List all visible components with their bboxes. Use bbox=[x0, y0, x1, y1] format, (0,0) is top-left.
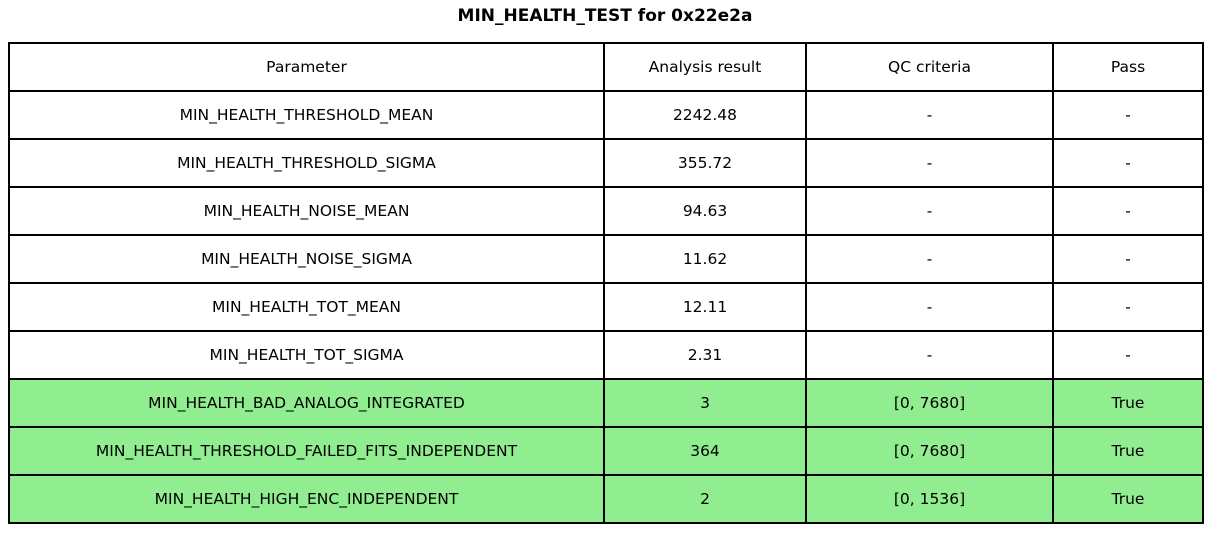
header-row: Parameter Analysis result QC criteria Pa… bbox=[8, 42, 1204, 92]
cell-qc-criteria: - bbox=[805, 138, 1054, 188]
cell-pass: - bbox=[1052, 186, 1204, 236]
cell-qc-criteria: - bbox=[805, 90, 1054, 140]
table-row: MIN_HEALTH_THRESHOLD_SIGMA 355.72- - bbox=[8, 138, 1204, 188]
table-row: MIN_HEALTH_TOT_MEAN 12.11- - bbox=[8, 282, 1204, 332]
column-header-parameter: Parameter bbox=[8, 42, 605, 92]
cell-analysis-result: 3 bbox=[603, 378, 807, 428]
cell-pass: - bbox=[1052, 330, 1204, 380]
table-body: MIN_HEALTH_THRESHOLD_MEAN 2242.48- - MIN_HE… bbox=[8, 90, 1204, 524]
cell-analysis-result: 364 bbox=[603, 426, 807, 476]
cell-analysis-result: 2242.48 bbox=[603, 90, 807, 140]
cell-parameter: MIN_HEALTH_THRESHOLD_MEAN bbox=[8, 90, 605, 140]
cell-analysis-result: 12.11 bbox=[603, 282, 807, 332]
cell-analysis-result: 11.62 bbox=[603, 234, 807, 284]
cell-analysis-result: 2.31 bbox=[603, 330, 807, 380]
cell-parameter: MIN_HEALTH_BAD_ANALOG_INTEGRATED bbox=[8, 378, 605, 428]
table-row: MIN_HEALTH_THRESHOLD_FAILED_FITS_INDEPEN… bbox=[8, 426, 1204, 476]
qc-results-table: Parameter Analysis result QC criteria Pa… bbox=[8, 42, 1204, 524]
cell-pass: - bbox=[1052, 138, 1204, 188]
table-row: MIN_HEALTH_NOISE_SIGMA 11.62- - bbox=[8, 234, 1204, 284]
column-header-qc-criteria: QC criteria bbox=[805, 42, 1054, 92]
column-header-analysis-result: Analysis result bbox=[603, 42, 807, 92]
table-row: MIN_HEALTH_NOISE_MEAN 94.63- - bbox=[8, 186, 1204, 236]
cell-pass: True bbox=[1052, 426, 1204, 476]
table-row: MIN_HEALTH_BAD_ANALOG_INTEGRATED 3 [0, 768… bbox=[8, 378, 1204, 428]
cell-parameter: MIN_HEALTH_TOT_SIGMA bbox=[8, 330, 605, 380]
page-title: MIN_HEALTH_TEST for 0x22e2a bbox=[457, 6, 753, 26]
column-header-pass: Pass bbox=[1052, 42, 1204, 92]
cell-parameter: MIN_HEALTH_NOISE_SIGMA bbox=[8, 234, 605, 284]
cell-parameter: MIN_HEALTH_THRESHOLD_SIGMA bbox=[8, 138, 605, 188]
cell-parameter: MIN_HEALTH_HIGH_ENC_INDEPENDENT bbox=[8, 474, 605, 524]
cell-pass: - bbox=[1052, 282, 1204, 332]
cell-qc-criteria: - bbox=[805, 234, 1054, 284]
table-row: MIN_HEALTH_TOT_SIGMA 2.31- - bbox=[8, 330, 1204, 380]
table-row: MIN_HEALTH_HIGH_ENC_INDEPENDENT 2 [0, 1536… bbox=[8, 474, 1204, 524]
cell-pass: - bbox=[1052, 90, 1204, 140]
cell-parameter: MIN_HEALTH_TOT_MEAN bbox=[8, 282, 605, 332]
cell-parameter: MIN_HEALTH_NOISE_MEAN bbox=[8, 186, 605, 236]
cell-pass: True bbox=[1052, 378, 1204, 428]
cell-analysis-result: 94.63 bbox=[603, 186, 807, 236]
cell-analysis-result: 355.72 bbox=[603, 138, 807, 188]
cell-qc-criteria: - bbox=[805, 330, 1054, 380]
cell-pass: True bbox=[1052, 474, 1204, 524]
cell-analysis-result: 2 bbox=[603, 474, 807, 524]
cell-qc-criteria: [0, 7680] bbox=[805, 426, 1054, 476]
table-row: MIN_HEALTH_THRESHOLD_MEAN 2242.48- - bbox=[8, 90, 1204, 140]
cell-parameter: MIN_HEALTH_THRESHOLD_FAILED_FITS_INDEPEN… bbox=[8, 426, 605, 476]
cell-qc-criteria: [0, 7680] bbox=[805, 378, 1054, 428]
cell-pass: - bbox=[1052, 234, 1204, 284]
cell-qc-criteria: - bbox=[805, 186, 1054, 236]
cell-qc-criteria: - bbox=[805, 282, 1054, 332]
cell-qc-criteria: [0, 1536] bbox=[805, 474, 1054, 524]
